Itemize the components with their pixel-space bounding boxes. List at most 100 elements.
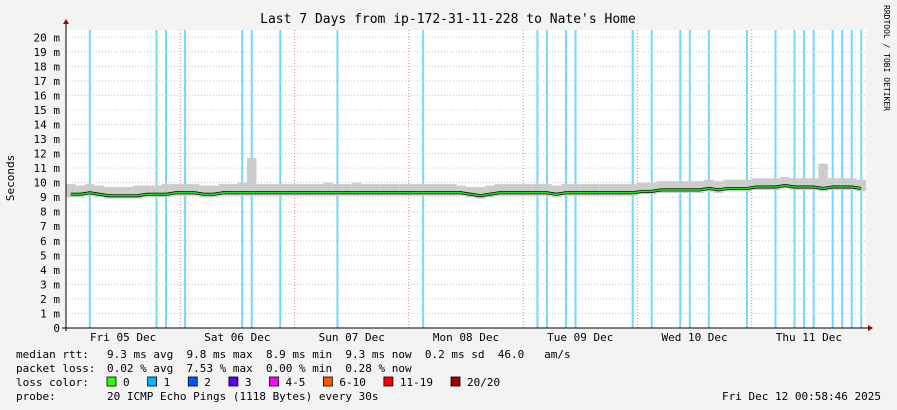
y-tick-label: 15 m [34,104,61,117]
smoke [418,184,428,196]
smoke [342,184,352,196]
smoke [761,178,771,190]
y-tick-label: 19 m [34,46,61,59]
smoke [332,184,343,196]
smoke [437,184,447,196]
loss-swatch [322,376,333,387]
smoke [66,184,76,198]
probe-label: probe: [16,390,56,403]
y-tick-label: 1 m [40,307,60,320]
x-tick-label: Sun 07 Dec [319,331,385,344]
side-text: RRDTOOL / TOBI OETIKER [882,5,891,111]
loss-legend-item: 3 [245,376,252,389]
smoke [323,182,333,196]
smoke [827,178,838,190]
y-tick-label: 18 m [34,60,61,73]
loss-legend-item: 4-5 [286,376,306,389]
y-tick-label: 8 m [40,206,60,219]
smoke [208,185,219,198]
stats-text: 0.02 % avg 7.53 % max 0.00 % min 0.28 % … [107,362,412,375]
smoke [485,185,495,198]
stats-text: 9.3 ms avg 9.8 ms max 8.9 ms min 9.3 ms … [107,348,571,361]
smoke [551,185,562,198]
smoke [75,185,86,198]
smoke [389,184,400,196]
smoke [675,181,686,193]
y-tick-label: 13 m [34,133,61,146]
smoke [94,185,105,198]
smoke [180,184,190,196]
loss-legend-item: 0 [123,376,130,389]
smoke [713,181,724,193]
smoke [246,157,257,196]
loss-legend-item: 20/20 [467,376,500,389]
smoke [399,184,409,196]
y-tick-label: 3 m [40,278,60,291]
smoke [256,184,266,196]
smoke [837,178,847,190]
smoke [685,181,695,193]
smoke [370,184,381,196]
smoke [104,186,114,199]
loss-legend-item: 2 [204,376,211,389]
smoke [742,179,752,192]
smoke [189,184,200,196]
stats-label: median rtt: [16,348,89,361]
smoke [589,184,600,196]
smoke [646,182,657,195]
y-tick-label: 7 m [40,220,60,233]
smoke [446,184,457,196]
axis-arrow [63,19,69,24]
smoke [732,179,743,192]
smoke [770,178,781,190]
smoke [789,178,800,190]
smoke [113,186,124,199]
smoke [427,184,438,196]
y-tick-label: 16 m [34,89,61,102]
y-tick-label: 5 m [40,249,60,262]
smoke [170,184,181,196]
x-tick-label: Wed 10 Dec [661,331,727,344]
smoke [199,185,209,198]
smoke [494,184,505,196]
timestamp: Fri Dec 12 00:58:46 2025 [722,390,881,403]
loss-legend-item: 1 [164,376,171,389]
y-tick-label: 4 m [40,264,60,277]
smoke [599,184,609,196]
y-tick-label: 10 m [34,177,61,190]
smoke [504,184,514,196]
smoke [818,163,828,192]
smoke [237,182,247,196]
loss-legend-item: 6-10 [339,376,366,389]
smoke [618,184,628,196]
smoke [285,184,295,196]
smoke [361,184,371,196]
loss-swatch [228,376,239,387]
y-tick-label: 2 m [40,293,60,306]
loss-swatch [187,376,198,387]
loss-swatch [383,376,394,387]
y-axis-label: Seconds [4,155,17,201]
stats-label: packet loss: [16,362,95,375]
smoke [151,185,162,198]
y-tick-label: 6 m [40,235,60,248]
smoke [856,179,866,192]
smoke [218,184,228,196]
loss-swatch [450,376,461,387]
smoke [751,178,762,190]
smoke [561,184,571,196]
smoke [475,186,486,199]
x-tick-label: Mon 08 Dec [433,331,499,344]
smoke [780,176,790,189]
smoke [637,182,647,195]
smoke [627,184,638,196]
smoke [666,181,676,193]
smoke [723,179,733,192]
y-tick-label: 11 m [34,162,61,175]
loss-swatch [106,376,117,387]
y-tick-label: 17 m [34,75,61,88]
x-tick-label: Fri 05 Dec [90,331,156,344]
x-tick-label: Sat 06 Dec [204,331,270,344]
y-tick-label: 9 m [40,191,60,204]
